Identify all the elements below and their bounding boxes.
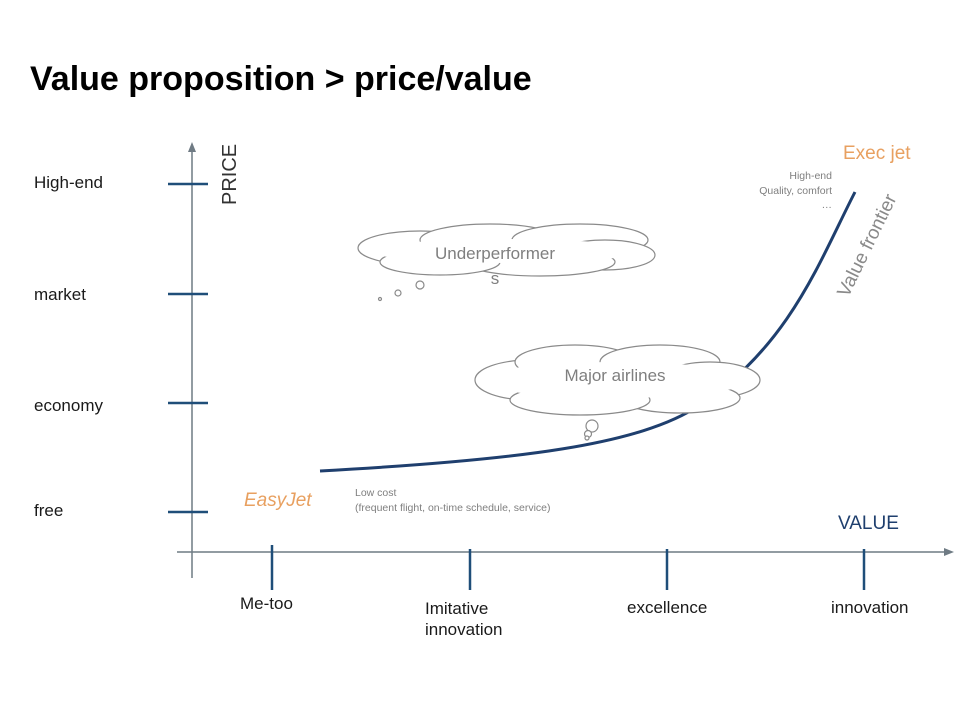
cloud-label: Major airlines	[564, 366, 666, 385]
execjet-label: Exec jet	[843, 143, 911, 164]
title: Value proposition > price/value	[30, 60, 532, 98]
arrowhead	[188, 142, 196, 152]
easyjet-label: EasyJet	[244, 490, 312, 511]
execjet-note: High-end Quality, comfort …	[759, 170, 832, 212]
x-axis-label: VALUE	[838, 513, 899, 534]
cloud-label: Underperformer s	[435, 244, 555, 288]
easyjet-note: Low cost (frequent flight, on-time sched…	[355, 487, 551, 514]
y-level-label: free	[34, 501, 64, 520]
y-level-label: economy	[34, 396, 103, 415]
y-level-label: High-end	[34, 173, 103, 192]
x-level-label: Me-too	[240, 594, 293, 613]
y-level-label: market	[34, 285, 86, 304]
arrowhead	[944, 548, 954, 556]
x-level-label: Imitative innovation	[425, 599, 503, 640]
cloud-underperformers	[357, 223, 656, 302]
x-level-label: innovation	[831, 598, 909, 617]
cloud-major-airlines	[474, 344, 761, 441]
x-level-label: excellence	[627, 598, 708, 617]
y-axis-label: PRICE	[219, 143, 241, 205]
